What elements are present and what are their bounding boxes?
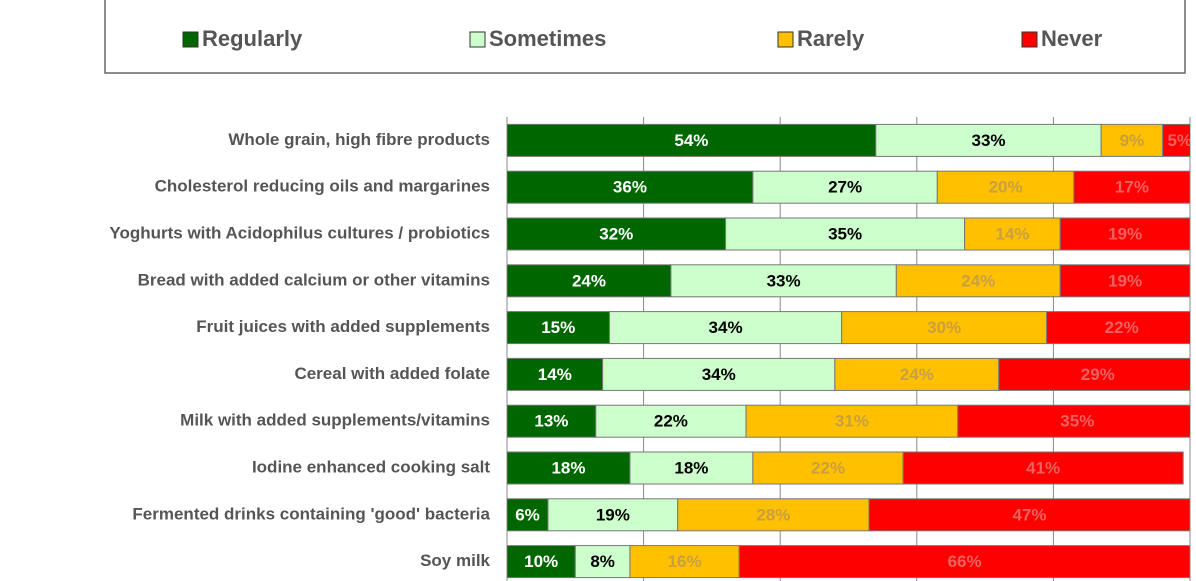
bar-segment: [507, 404, 597, 438]
value-label: 29%: [1081, 365, 1115, 384]
bar-segment: [629, 451, 754, 485]
bar-segment: [738, 545, 1190, 579]
bar-segment: [1073, 170, 1190, 204]
value-label: 22%: [654, 412, 688, 431]
bar-segment: [507, 498, 549, 532]
value-label: 27%: [828, 178, 862, 197]
bar-segment: [507, 170, 754, 204]
bars: 54% 33% 9% 5% 36% 27% 20% 17% 32% 35% 14% 19% 24% 33%…: [507, 123, 1192, 579]
bar-segment: [602, 357, 836, 391]
value-label: 5%: [1167, 131, 1192, 150]
category-label: Cholesterol reducing oils and margarines: [155, 177, 490, 196]
bar-segment: [936, 170, 1075, 204]
value-label: 34%: [709, 318, 743, 337]
legend-swatch: [469, 31, 486, 48]
value-label: 8%: [590, 552, 615, 571]
value-label: 30%: [927, 318, 961, 337]
bar-segment: [507, 217, 727, 251]
bar-segment: [1059, 217, 1190, 251]
value-label: 41%: [1026, 458, 1060, 477]
value-label: 33%: [971, 131, 1005, 150]
category-label: Bread with added calcium or other vitami…: [138, 270, 490, 289]
value-label: 16%: [668, 552, 702, 571]
bar-segment: [507, 545, 576, 579]
bar-segment: [507, 451, 631, 485]
value-label: 19%: [1108, 271, 1142, 290]
bar-segment: [964, 217, 1061, 251]
value-label: 28%: [756, 505, 790, 524]
legend-swatch: [182, 31, 199, 48]
bar-segment: [507, 357, 604, 391]
value-label: 15%: [541, 318, 575, 337]
value-label: 18%: [551, 458, 585, 477]
bar-segment: [868, 498, 1190, 532]
legend-label: Sometimes: [489, 26, 606, 51]
bar-segment: [608, 311, 843, 345]
category-label: Cereal with added folate: [294, 364, 490, 383]
value-label: 14%: [995, 224, 1029, 243]
value-label: 24%: [961, 271, 995, 290]
bar-segment: [547, 498, 679, 532]
value-label: 47%: [1012, 505, 1046, 524]
value-label: 24%: [900, 365, 934, 384]
value-label: 19%: [1108, 224, 1142, 243]
bar-segment: [752, 451, 904, 485]
bar-segment: [677, 498, 870, 532]
value-label: 17%: [1115, 178, 1149, 197]
bar-segment: [895, 264, 1061, 298]
legend-label: Never: [1041, 26, 1103, 51]
bar-segment: [507, 311, 610, 345]
category-label: Iodine enhanced cooking salt: [252, 457, 490, 476]
category-label: Whole grain, high fibre products: [228, 130, 490, 149]
bar-segment: [595, 404, 747, 438]
value-label: 22%: [1105, 318, 1139, 337]
value-label: 36%: [613, 178, 647, 197]
legend-label: Rarely: [797, 26, 865, 51]
value-label: 9%: [1120, 131, 1145, 150]
value-label: 34%: [702, 365, 736, 384]
category-label: Fruit juices with added supplements: [196, 317, 490, 336]
legend-swatch: [777, 31, 794, 48]
bar-segment: [725, 217, 966, 251]
value-label: 14%: [538, 365, 572, 384]
bar-segment: [957, 404, 1190, 438]
value-label: 22%: [811, 458, 845, 477]
value-label: 10%: [524, 552, 558, 571]
value-label: 35%: [828, 224, 862, 243]
value-label: 32%: [599, 224, 633, 243]
bar-segment: [998, 357, 1190, 391]
value-label: 31%: [835, 412, 869, 431]
bar-segment: [1059, 264, 1190, 298]
legend-label: Regularly: [202, 26, 303, 51]
bar-segment: [834, 357, 1000, 391]
category-label: Yoghurts with Acidophilus cultures / pro…: [109, 223, 490, 242]
value-label: 13%: [534, 412, 568, 431]
bar-segment: [507, 123, 877, 157]
value-label: 54%: [674, 131, 708, 150]
bar-segment: [1046, 311, 1190, 345]
value-label: 6%: [515, 505, 540, 524]
category-label: Soy milk: [420, 551, 490, 570]
value-label: 35%: [1060, 412, 1094, 431]
value-label: 18%: [674, 458, 708, 477]
category-label: Fermented drinks containing 'good' bacte…: [132, 504, 490, 523]
bar-segment: [841, 311, 1048, 345]
legend-box: [104, 0, 1186, 74]
bar-segment: [1162, 123, 1190, 157]
bar-segment: [902, 451, 1184, 485]
bar-segment: [752, 170, 938, 204]
value-label: 33%: [767, 271, 801, 290]
value-label: 66%: [948, 552, 982, 571]
bar-segment: [670, 264, 897, 298]
value-label: 19%: [596, 505, 630, 524]
labels: Whole grain, high fibre products Choleste…: [109, 130, 490, 570]
value-label: 20%: [989, 178, 1023, 197]
category-label: Milk with added supplements/vitamins: [180, 411, 490, 430]
legend-swatch: [1021, 31, 1038, 48]
bar-segment: [507, 264, 672, 298]
value-label: 24%: [572, 271, 606, 290]
